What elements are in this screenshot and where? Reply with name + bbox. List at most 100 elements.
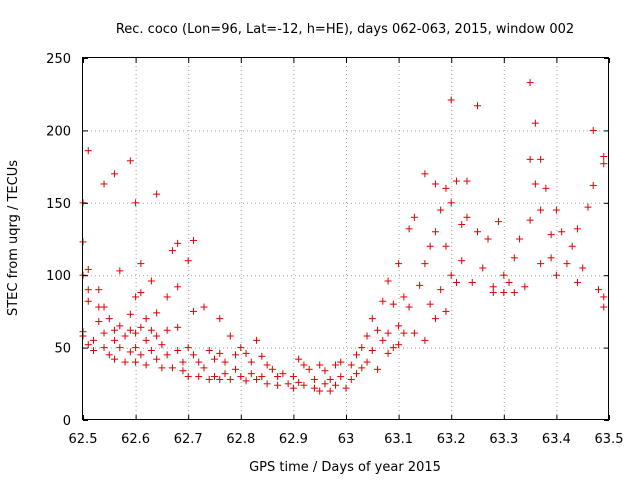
data-point bbox=[384, 349, 392, 357]
data-point bbox=[184, 373, 192, 381]
data-point bbox=[216, 315, 224, 323]
y-tick-label: 200 bbox=[46, 124, 71, 139]
data-point bbox=[258, 373, 266, 381]
data-point bbox=[158, 364, 166, 372]
x-tick-label: 63 bbox=[338, 432, 355, 447]
data-point bbox=[105, 315, 113, 323]
data-point bbox=[421, 260, 429, 268]
data-point bbox=[147, 326, 155, 334]
data-point bbox=[431, 180, 439, 188]
data-point bbox=[126, 326, 134, 334]
data-point bbox=[211, 355, 218, 363]
x-tick-label: 63.3 bbox=[489, 432, 518, 447]
data-point bbox=[158, 341, 166, 349]
data-point bbox=[368, 315, 376, 323]
data-point bbox=[116, 267, 124, 275]
data-point bbox=[263, 380, 271, 388]
data-point bbox=[121, 358, 129, 366]
data-point bbox=[321, 367, 329, 375]
data-point bbox=[84, 286, 92, 294]
data-point bbox=[126, 348, 134, 356]
data-point bbox=[474, 102, 481, 110]
data-point bbox=[174, 239, 182, 247]
data-point bbox=[221, 358, 229, 366]
data-point bbox=[95, 318, 103, 326]
data-point bbox=[195, 373, 203, 381]
data-point bbox=[410, 329, 418, 337]
data-point bbox=[526, 155, 534, 163]
data-point bbox=[168, 247, 176, 255]
data-point bbox=[431, 315, 439, 323]
data-point bbox=[142, 361, 150, 369]
data-point bbox=[163, 293, 171, 301]
data-point bbox=[442, 184, 450, 192]
data-point bbox=[226, 332, 234, 340]
data-point bbox=[479, 264, 487, 272]
data-point bbox=[163, 351, 171, 359]
data-point bbox=[379, 297, 387, 305]
data-point bbox=[268, 365, 276, 373]
data-point bbox=[421, 336, 429, 344]
data-points bbox=[79, 79, 608, 395]
data-point bbox=[531, 119, 539, 127]
plot-grid bbox=[83, 58, 609, 420]
data-point bbox=[573, 278, 581, 286]
data-point bbox=[258, 352, 266, 360]
data-point bbox=[195, 358, 203, 366]
data-point bbox=[374, 326, 382, 334]
data-point bbox=[84, 341, 92, 349]
data-point bbox=[84, 265, 92, 273]
data-point bbox=[174, 323, 182, 331]
data-point bbox=[426, 300, 434, 308]
y-tick-label: 100 bbox=[46, 269, 71, 284]
data-point bbox=[137, 351, 145, 359]
data-point bbox=[558, 228, 566, 236]
chart-title: Rec. coco (Lon=96, Lat=-12, h=HE), days … bbox=[116, 22, 574, 37]
data-point bbox=[442, 307, 450, 315]
data-point bbox=[389, 300, 397, 308]
data-point bbox=[126, 310, 134, 318]
data-point bbox=[137, 260, 145, 268]
data-point bbox=[489, 289, 497, 297]
data-point bbox=[505, 278, 513, 286]
data-point bbox=[589, 181, 597, 189]
data-point bbox=[137, 289, 145, 297]
data-point bbox=[584, 203, 592, 211]
data-point bbox=[216, 349, 224, 357]
data-point bbox=[495, 218, 503, 226]
data-point bbox=[316, 361, 324, 369]
x-tick-label: 63.4 bbox=[542, 432, 571, 447]
data-point bbox=[205, 346, 213, 354]
data-point bbox=[242, 349, 250, 357]
data-point bbox=[463, 213, 471, 221]
axis-ticks bbox=[83, 58, 610, 421]
data-point bbox=[347, 375, 355, 383]
data-point bbox=[452, 278, 460, 286]
data-point bbox=[310, 375, 318, 383]
data-point bbox=[100, 180, 108, 188]
data-point bbox=[111, 336, 119, 344]
data-point bbox=[353, 370, 361, 378]
data-point bbox=[279, 370, 287, 378]
data-point bbox=[132, 199, 140, 207]
data-point bbox=[142, 336, 150, 344]
plot-frame bbox=[82, 57, 609, 420]
data-point bbox=[90, 346, 98, 354]
data-point bbox=[132, 344, 140, 352]
data-point bbox=[379, 336, 387, 344]
data-point bbox=[363, 358, 371, 366]
data-point bbox=[184, 257, 192, 265]
y-tick-label: 250 bbox=[46, 52, 71, 67]
data-point bbox=[247, 370, 255, 378]
x-tick-label: 62.6 bbox=[121, 432, 150, 447]
data-point bbox=[316, 387, 324, 395]
data-point bbox=[116, 344, 124, 352]
data-point bbox=[437, 286, 445, 294]
data-point bbox=[321, 380, 329, 388]
data-point bbox=[116, 322, 124, 330]
data-point bbox=[526, 79, 534, 87]
data-point bbox=[400, 329, 408, 337]
data-point bbox=[211, 373, 218, 381]
data-point bbox=[600, 160, 608, 168]
